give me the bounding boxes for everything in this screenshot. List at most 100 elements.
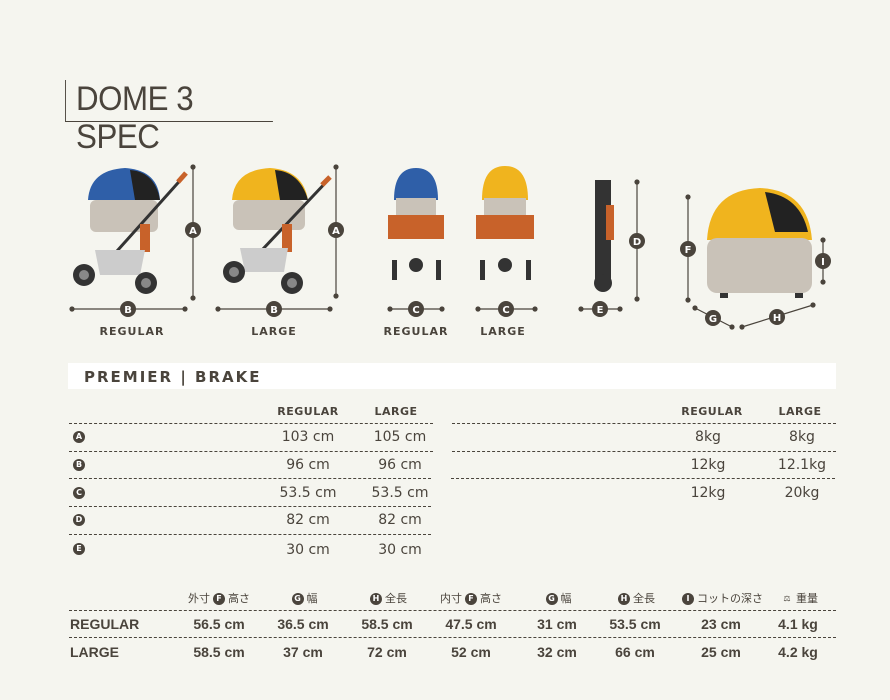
marker-b: B — [266, 301, 282, 317]
cell-large: 53.5 cm — [371, 485, 429, 501]
marker-i: I — [815, 253, 831, 269]
svg-text:G: G — [709, 314, 717, 325]
marker-b-icon: B — [73, 459, 85, 471]
col-prefix: 外寸 — [188, 592, 210, 605]
svg-text:C: C — [502, 305, 509, 316]
caption-regular: REGULAR — [383, 325, 449, 338]
col-label: 全長 — [385, 592, 407, 605]
row-label-regular: REGULAR — [70, 616, 140, 632]
divider — [452, 451, 836, 452]
col-header: 外寸 F 高さ — [177, 590, 261, 606]
col-label: 高さ — [228, 592, 250, 605]
marker-h: H — [769, 309, 785, 325]
table-cell: 4.1 kg — [778, 616, 818, 632]
scale-icon: ⚖ — [783, 594, 791, 603]
cell-regular: 30 cm — [286, 542, 330, 558]
table-cell: 66 cm — [615, 644, 655, 660]
svg-text:F: F — [685, 245, 692, 256]
marker-a-icon: A — [73, 431, 85, 443]
marker-e-icon: E — [73, 543, 85, 555]
col-label: 幅 — [560, 592, 572, 605]
marker-icon: H — [370, 593, 382, 605]
table-cell: 31 cm — [537, 616, 577, 632]
col-label: 全長 — [633, 592, 655, 605]
cell-large: 82 cm — [378, 512, 422, 528]
stroller-folded-image — [594, 180, 614, 292]
svg-text:C: C — [412, 305, 419, 316]
marker-a: A — [328, 222, 344, 238]
divider — [69, 451, 433, 452]
col-header-large: LARGE — [374, 405, 418, 418]
divider — [69, 478, 431, 479]
cell-regular: 12kg — [690, 485, 726, 501]
table-cell: 25 cm — [701, 644, 741, 660]
marker-c: C — [498, 301, 514, 317]
svg-text:E: E — [597, 305, 604, 316]
section-header: PREMIER | BRAKE — [68, 363, 836, 389]
cell-regular: 96 cm — [286, 457, 330, 473]
divider — [452, 423, 836, 424]
svg-text:B: B — [270, 305, 278, 316]
cell-large: 30 cm — [378, 542, 422, 558]
col-header: ⚖ 重量 — [756, 590, 840, 606]
col-header-large: LARGE — [778, 405, 822, 418]
table-cell: 56.5 cm — [193, 616, 245, 632]
marker-g: G — [705, 310, 721, 326]
caption-large: LARGE — [251, 325, 297, 338]
stroller-large-side-image — [223, 168, 332, 294]
marker-c: C — [408, 301, 424, 317]
divider — [69, 506, 431, 507]
table-cell: 23 cm — [701, 616, 741, 632]
divider — [69, 610, 836, 611]
col-header-regular: REGULAR — [277, 405, 339, 418]
col-header: H 全長 — [593, 590, 677, 606]
marker-b: B — [120, 301, 136, 317]
svg-text:D: D — [633, 237, 641, 248]
marker-icon: G — [545, 593, 558, 605]
svg-text:A: A — [189, 226, 197, 237]
col-label: コットの深さ — [697, 592, 763, 605]
table-cell: 36.5 cm — [277, 616, 329, 632]
cell-regular: 82 cm — [286, 512, 330, 528]
marker-icon: G — [291, 593, 304, 605]
cell-regular: 8kg — [695, 429, 721, 445]
col-label: 高さ — [480, 592, 502, 605]
marker-icon: H — [618, 593, 630, 605]
col-label: 幅 — [306, 592, 318, 605]
marker-e: E — [592, 301, 608, 317]
table-cell: 53.5 cm — [609, 616, 661, 632]
svg-text:B: B — [124, 305, 132, 316]
table-cell: 58.5 cm — [193, 644, 245, 660]
table-cell: 47.5 cm — [445, 616, 497, 632]
svg-text:H: H — [773, 313, 781, 324]
table-cell: 37 cm — [283, 644, 323, 660]
marker-a: A — [185, 222, 201, 238]
marker-f: F — [680, 241, 696, 257]
stroller-regular-front-image — [388, 168, 444, 280]
marker-c-icon: C — [73, 487, 85, 499]
table-cell: 58.5 cm — [361, 616, 413, 632]
cell-large: 20kg — [784, 485, 820, 501]
col-label: 重量 — [796, 592, 818, 605]
svg-text:A: A — [332, 226, 340, 237]
dimension-diagram: A A B B C C D E F G H I — [69, 164, 831, 330]
cell-large: 105 cm — [373, 429, 427, 445]
carrier-cot-image — [707, 188, 812, 298]
marker-d-icon: D — [73, 514, 85, 526]
col-header-regular: REGULAR — [681, 405, 743, 418]
divider — [69, 423, 433, 424]
svg-text:I: I — [821, 257, 825, 268]
divider — [69, 637, 836, 638]
marker-icon: I — [682, 593, 694, 605]
caption-large: LARGE — [480, 325, 526, 338]
col-header: 内寸 F 高さ — [429, 590, 513, 606]
marker-icon: F — [213, 593, 225, 605]
table-cell: 4.2 kg — [778, 644, 818, 660]
table-cell: 72 cm — [367, 644, 407, 660]
marker-icon: F — [465, 593, 477, 605]
col-prefix: 内寸 — [440, 592, 462, 605]
cell-regular: 103 cm — [281, 429, 335, 445]
caption-regular: REGULAR — [99, 325, 165, 338]
page-title: DOME 3 SPEC — [65, 80, 273, 156]
